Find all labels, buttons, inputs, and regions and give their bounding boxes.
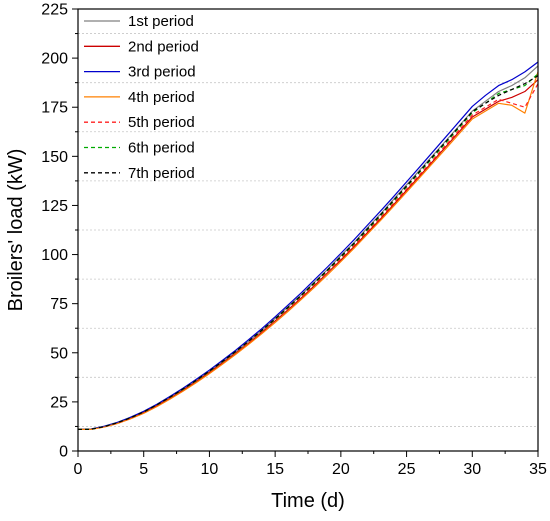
y-tick-label: 25 xyxy=(50,394,68,411)
legend-label-3: 3rd period xyxy=(128,64,196,81)
y-tick-label: 100 xyxy=(41,247,68,264)
legend-label-7: 7th period xyxy=(128,165,195,182)
x-axis-title: Time (d) xyxy=(271,490,345,512)
y-tick-label: 75 xyxy=(50,296,68,313)
series-line-7 xyxy=(77,75,539,430)
y-tick-label: 225 xyxy=(41,2,68,19)
x-tick-label: 0 xyxy=(74,461,83,478)
x-tick-label: 30 xyxy=(463,461,481,478)
y-tick-label: 50 xyxy=(50,345,68,362)
legend-label-1: 1st period xyxy=(128,13,194,30)
x-tick-label: 35 xyxy=(529,461,547,478)
series-line-4 xyxy=(78,71,539,430)
series-lines xyxy=(77,61,539,430)
axis-ticks: 0 5 10 15 20 25 30 35 0 25 50 75 100 125 150 175 200 225 xyxy=(41,2,547,479)
legend-label-6: 6th period xyxy=(128,140,195,157)
x-tick-label: 20 xyxy=(332,461,350,478)
legend-label-5: 5th period xyxy=(128,114,195,131)
y-axis-title: Broilers' load (kW) xyxy=(5,149,27,312)
gridlines xyxy=(78,33,538,427)
series-line-3 xyxy=(77,61,539,430)
x-tick-label: 15 xyxy=(266,461,284,478)
legend: 1st period 2nd period 3rd period 4th period… xyxy=(84,13,199,182)
y-tick-label: 200 xyxy=(41,51,68,68)
x-tick-label: 25 xyxy=(398,461,416,478)
x-tick-label: 10 xyxy=(201,461,219,478)
legend-label-4: 4th period xyxy=(128,89,195,106)
x-tick-label: 5 xyxy=(139,461,148,478)
y-tick-label: 125 xyxy=(41,198,68,215)
y-tick-label: 175 xyxy=(41,100,68,117)
y-tick-label: 150 xyxy=(41,149,68,166)
y-tick-label: 0 xyxy=(59,444,68,461)
legend-label-2: 2nd period xyxy=(128,38,199,55)
